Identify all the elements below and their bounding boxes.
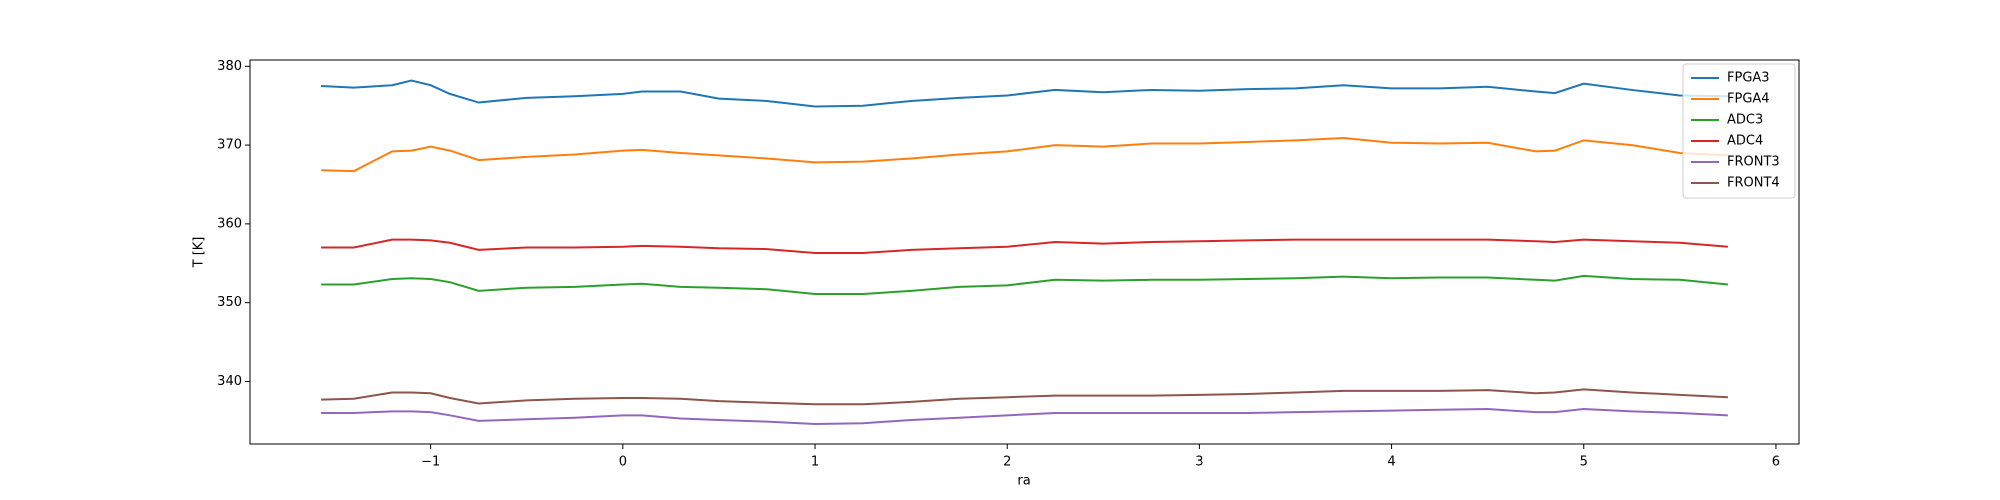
series-line (321, 136, 1728, 173)
x-tick-label: 3 (1195, 455, 1203, 470)
legend-label: FRONT3 (1727, 155, 1780, 170)
y-tick-label: 360 (217, 216, 242, 231)
y-tick-label: 380 (217, 59, 242, 74)
series-line (321, 238, 1728, 255)
x-tick-label: 6 (1772, 455, 1780, 470)
y-tick-label: 340 (217, 374, 242, 389)
x-tick-label: 4 (1387, 455, 1395, 470)
series-line (321, 408, 1728, 425)
x-tick-label: −1 (421, 455, 440, 470)
y-tick-label: 350 (217, 295, 242, 310)
series-line (321, 79, 1728, 108)
legend-label: ADC4 (1727, 134, 1763, 149)
series-line (321, 388, 1728, 406)
x-tick-label: 0 (619, 455, 627, 470)
legend-label: FRONT4 (1727, 176, 1780, 191)
legend-label: ADC3 (1727, 113, 1763, 128)
y-axis-label: T [K] (192, 237, 207, 269)
legend-label: FPGA4 (1727, 92, 1770, 107)
x-tick-label: 1 (811, 455, 819, 470)
legend-box (1682, 63, 1796, 199)
x-axis-label: ra (1017, 474, 1030, 489)
legend-label: FPGA3 (1727, 71, 1770, 86)
y-tick-label: 370 (217, 138, 242, 153)
x-tick-label: 2 (1003, 455, 1011, 470)
series-line (321, 274, 1728, 295)
x-tick-label: 5 (1580, 455, 1588, 470)
plot-frame (249, 59, 1800, 445)
